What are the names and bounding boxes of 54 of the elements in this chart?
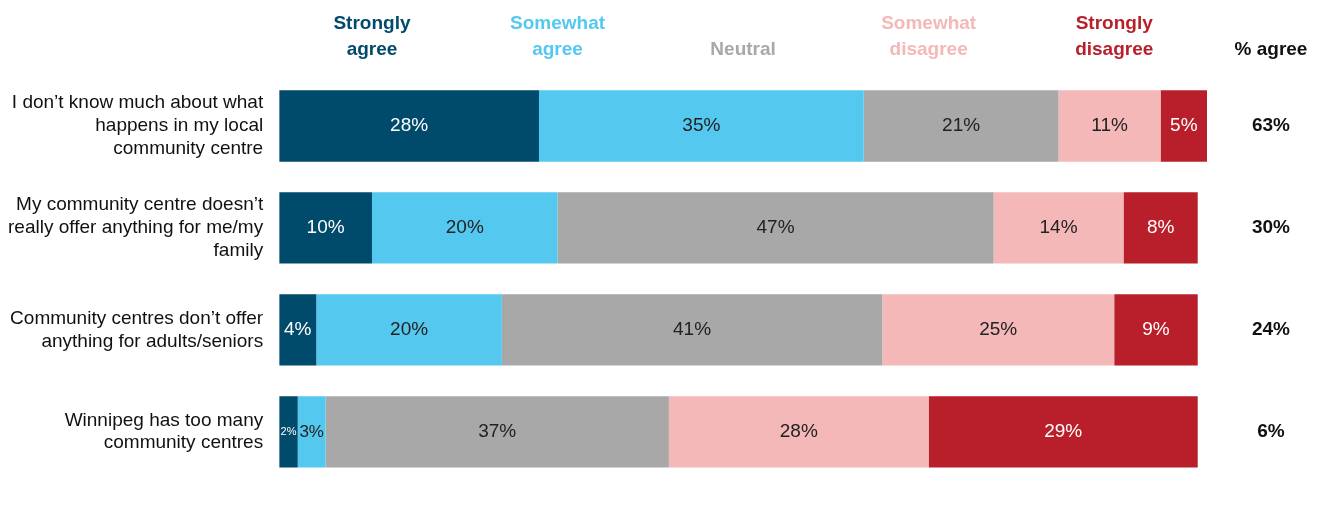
series-label: Strongly disagree <box>1075 12 1154 60</box>
data-label: 3% <box>299 421 324 441</box>
y-tick-label: Winnipeg has too many community centres <box>64 408 264 453</box>
data-label: 41% <box>673 318 712 340</box>
bar <box>501 294 883 366</box>
y-tick-label: My community centre doesn’t really offer anything for me/my family <box>8 193 264 260</box>
bar <box>279 192 372 264</box>
bar <box>325 396 669 468</box>
y-tick-label: Community centres don’t offer anything for adults/seniors <box>10 306 264 351</box>
bar <box>371 192 558 264</box>
text: 30% <box>1251 216 1291 238</box>
data-label: 25% <box>979 318 1018 340</box>
bar <box>538 90 864 162</box>
data-label: 20% <box>390 318 429 340</box>
data-label: 4% <box>284 318 312 340</box>
bar <box>1123 192 1198 264</box>
data-label: 47% <box>756 216 795 238</box>
text: 6% <box>1257 420 1285 442</box>
bar <box>668 396 929 468</box>
bar <box>928 396 1198 468</box>
data-label: 28% <box>779 420 818 442</box>
data-label: 37% <box>478 420 517 442</box>
bar <box>882 294 1115 366</box>
data-label: 28% <box>390 114 429 136</box>
bar <box>1160 90 1207 162</box>
data-label: 5% <box>1170 114 1198 136</box>
bar <box>993 192 1124 264</box>
text: Neutral <box>710 38 776 60</box>
bar <box>316 294 502 366</box>
data-label: 10% <box>306 216 345 238</box>
text: 24% <box>1251 318 1291 340</box>
data-label: 14% <box>1039 216 1078 238</box>
data-label: 2% <box>280 424 297 437</box>
data-label: 35% <box>682 114 721 136</box>
data-label: 11% <box>1091 114 1128 136</box>
series-label: Strongly agree <box>333 12 411 60</box>
data-label: 29% <box>1044 420 1083 442</box>
data-label: 9% <box>1142 318 1170 340</box>
y-tick-label: I don’t know much about what happens in my local community centre <box>11 91 264 159</box>
data-label: 8% <box>1146 216 1175 238</box>
bar <box>279 396 298 468</box>
bar <box>279 90 539 162</box>
text: 63% <box>1251 114 1291 136</box>
bar <box>1058 90 1161 162</box>
data-label: 20% <box>445 216 484 238</box>
text: Somewhat disagree <box>881 12 977 60</box>
bar <box>557 192 994 264</box>
text: % agree <box>1234 38 1308 60</box>
bar <box>297 396 326 468</box>
series-label: Somewhat agree <box>510 12 606 60</box>
data-label: 21% <box>942 114 981 136</box>
bar <box>1114 294 1198 366</box>
bar <box>863 90 1059 162</box>
bar <box>279 294 317 366</box>
